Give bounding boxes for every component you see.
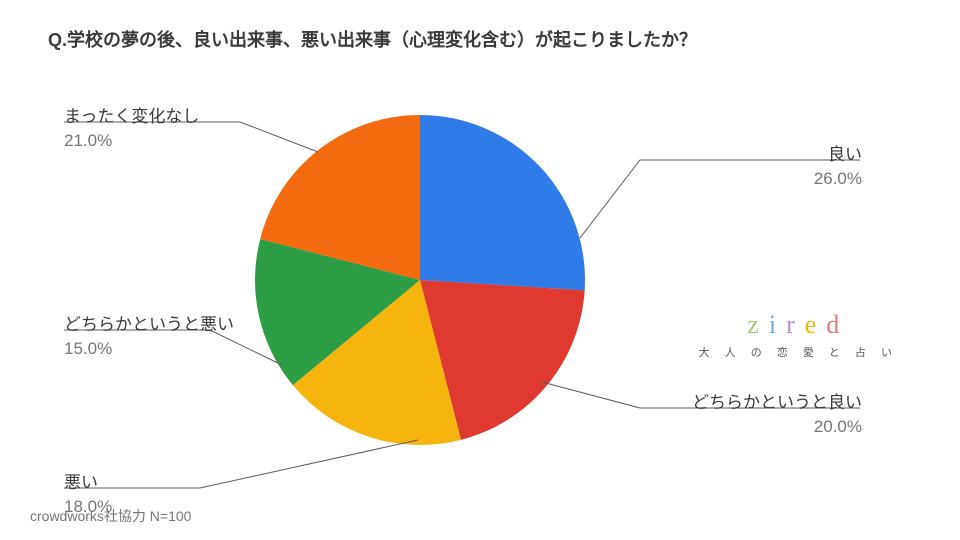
brand-logo-word: zired <box>699 310 898 340</box>
logo-letter: d <box>826 310 849 339</box>
slice-name: 悪い <box>64 468 112 493</box>
pie-chart: 良い 26.0% どちらかというと良い 20.0% 悪い 18.0% どちらかと… <box>0 70 960 490</box>
footer-note: crowdworks社協力 N=100 <box>30 506 191 526</box>
logo-letter: e <box>805 310 827 339</box>
slice-label-good: 良い 26.0% <box>814 140 862 189</box>
leader-line <box>64 440 418 488</box>
page-root: Q.学校の夢の後、良い出来事、悪い出来事（心理変化含む）が起こりましたか？ 良い… <box>0 0 960 540</box>
slice-name: どちらかというと良い <box>692 388 862 413</box>
brand-logo: zired 大 人 の 恋 愛 と 占 い <box>699 310 898 360</box>
logo-letter: i <box>769 310 786 339</box>
logo-letter: r <box>786 310 805 339</box>
logo-letter: z <box>747 310 769 339</box>
slice-name: どちらかというと悪い <box>64 310 234 335</box>
brand-logo-sub: 大 人 の 恋 愛 と 占 い <box>699 344 898 360</box>
slice-pct: 20.0% <box>692 417 862 437</box>
slice-name: 良い <box>814 140 862 165</box>
slice-pct: 21.0% <box>64 131 199 151</box>
slice-label-no-change: まったく変化なし 21.0% <box>64 102 199 151</box>
slice-label-somewhat-good: どちらかというと良い 20.0% <box>692 388 862 437</box>
slice-label-somewhat-bad: どちらかというと悪い 15.0% <box>64 310 234 359</box>
pie-slice <box>420 115 585 290</box>
slice-pct: 26.0% <box>814 169 862 189</box>
chart-title: Q.学校の夢の後、良い出来事、悪い出来事（心理変化含む）が起こりましたか？ <box>48 26 697 52</box>
slice-pct: 15.0% <box>64 339 234 359</box>
slice-name: まったく変化なし <box>64 102 199 127</box>
